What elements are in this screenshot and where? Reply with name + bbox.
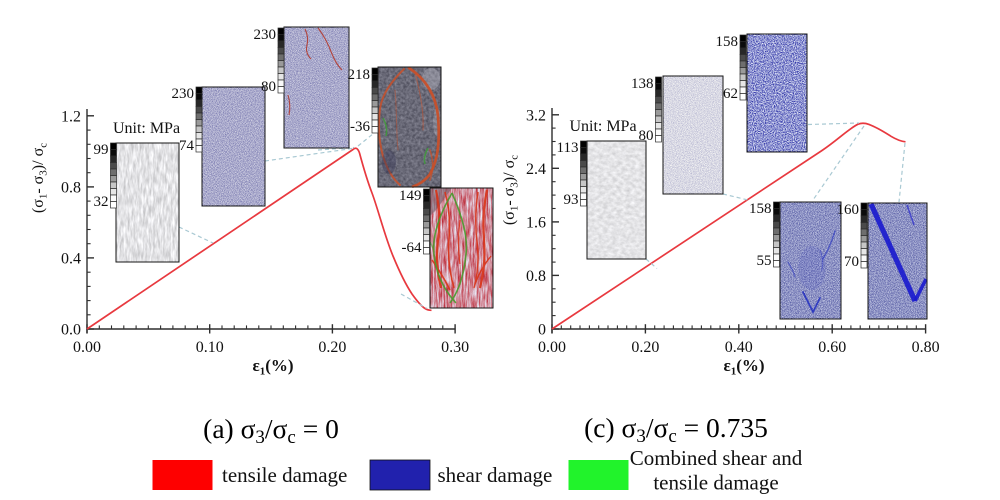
svg-text:3.2: 3.2 [526, 107, 546, 124]
svg-text:0.00: 0.00 [538, 339, 566, 356]
svg-text:Combined shear and: Combined shear and [630, 446, 803, 470]
svg-text:Unit: MPa: Unit: MPa [569, 118, 636, 135]
svg-text:(σ1​- σ3​)/ σc​: (σ1​- σ3​)/ σc​ [501, 155, 521, 225]
svg-text:0.60: 0.60 [818, 339, 846, 356]
svg-text:230: 230 [254, 27, 277, 43]
svg-text:(a) σ3​/σc​ = 0: (a) σ3​/σc​ = 0 [203, 413, 339, 448]
svg-text:0.10: 0.10 [196, 339, 224, 356]
svg-text:ε1​(%): ε1​(%) [723, 356, 764, 378]
svg-text:113: 113 [557, 140, 579, 156]
svg-text:0.00: 0.00 [73, 339, 101, 356]
svg-text:(c) σ3​/σc​ = 0.735: (c) σ3​/σc​ = 0.735 [584, 412, 768, 447]
svg-text:0.30: 0.30 [441, 339, 469, 356]
svg-text:158: 158 [749, 201, 772, 217]
svg-text:tensile damage: tensile damage [653, 471, 778, 495]
svg-text:0.8: 0.8 [526, 268, 546, 285]
svg-text:tensile damage: tensile damage [222, 463, 347, 487]
svg-text:149: 149 [399, 188, 422, 204]
svg-text:138: 138 [631, 76, 654, 92]
svg-text:(σ1​- σ3​)/ σc​: (σ1​- σ3​)/ σc​ [30, 143, 50, 213]
svg-text:70: 70 [844, 254, 859, 270]
svg-text:-36: -36 [350, 119, 370, 135]
svg-text:-64: -64 [402, 240, 422, 256]
svg-text:93: 93 [564, 192, 579, 208]
svg-text:55: 55 [757, 253, 772, 269]
svg-text:218: 218 [348, 67, 371, 83]
svg-text:80: 80 [261, 79, 276, 95]
svg-text:99: 99 [94, 142, 109, 158]
svg-text:0.4: 0.4 [61, 250, 81, 267]
svg-text:0.40: 0.40 [725, 339, 753, 356]
svg-text:0.20: 0.20 [631, 339, 659, 356]
svg-text:80: 80 [639, 128, 654, 144]
svg-text:1.2: 1.2 [61, 108, 81, 125]
svg-text:0.0: 0.0 [61, 322, 81, 339]
svg-text:230: 230 [172, 86, 195, 102]
svg-text:0.8: 0.8 [61, 179, 81, 196]
svg-text:74: 74 [179, 138, 195, 154]
svg-text:0.20: 0.20 [318, 339, 346, 356]
svg-text:Unit: MPa: Unit: MPa [113, 120, 180, 137]
svg-text:ε1​(%): ε1​(%) [252, 356, 293, 378]
svg-text:0: 0 [538, 322, 546, 339]
svg-text:160: 160 [837, 202, 860, 218]
svg-text:0.80: 0.80 [912, 339, 940, 356]
svg-text:62: 62 [723, 86, 738, 102]
svg-text:1.6: 1.6 [526, 214, 546, 231]
svg-text:32: 32 [94, 194, 109, 210]
svg-text:shear damage: shear damage [438, 463, 553, 487]
svg-text:2.4: 2.4 [526, 161, 546, 178]
svg-text:158: 158 [716, 34, 739, 50]
